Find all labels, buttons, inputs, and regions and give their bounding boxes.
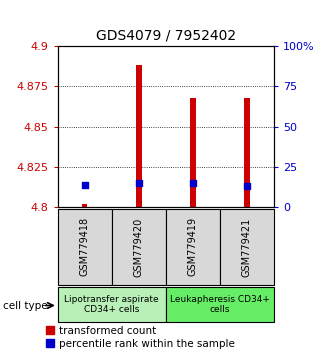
Bar [244, 98, 249, 207]
Bar [112, 209, 166, 285]
Bar [166, 287, 274, 322]
Bar [58, 287, 166, 322]
Text: cell type: cell type [3, 301, 48, 310]
Text: GSM779418: GSM779418 [80, 217, 90, 276]
Text: Leukapheresis CD34+
cells: Leukapheresis CD34+ cells [170, 295, 270, 314]
Bar [220, 209, 274, 285]
Point [136, 180, 142, 186]
Bar [82, 204, 87, 207]
Bar [58, 209, 112, 285]
Text: GSM779421: GSM779421 [242, 217, 252, 276]
Legend: transformed count, percentile rank within the sample: transformed count, percentile rank withi… [47, 326, 235, 349]
Text: Lipotransfer aspirate
CD34+ cells: Lipotransfer aspirate CD34+ cells [64, 295, 159, 314]
Point [244, 183, 249, 189]
Text: GSM779419: GSM779419 [188, 217, 198, 276]
Title: GDS4079 / 7952402: GDS4079 / 7952402 [96, 28, 236, 42]
Bar [190, 98, 196, 207]
Point [190, 180, 195, 186]
Bar [166, 209, 220, 285]
Point [82, 182, 87, 187]
Text: GSM779420: GSM779420 [134, 217, 144, 276]
Bar [136, 65, 142, 207]
